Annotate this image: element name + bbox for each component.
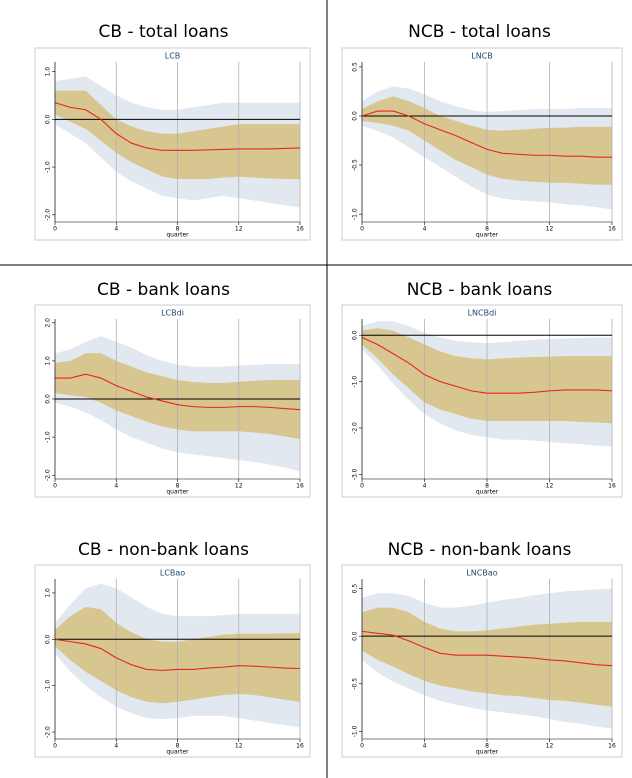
plot: 0 4 8 12 16 1.0 0.0 -1.0 -2.0 quarter [45,62,304,239]
y-tick-label: 0.0 [45,394,52,404]
panel-title: NCB - total loans [408,22,551,42]
chart-subtitle: LNCBao [466,569,497,578]
x-axis-label: quarter [166,232,189,239]
x-tick-label: 0 [360,226,364,233]
chart-subtitle: LCBdi [161,309,184,318]
x-tick-label: 4 [423,226,427,233]
irf-line [361,337,613,394]
y-tick-label: -3.0 [352,468,359,480]
y-tick-label: -1.0 [352,725,359,737]
chart-subtitle: LCBao [160,569,185,578]
y-tick-label: -2.0 [45,469,52,481]
plot: 0 4 8 12 16 0.5 0.0 -0.5 -1.0 quarter [352,62,616,239]
y-tick-label: 1.0 [45,67,52,77]
y-tick-label: 1.0 [45,356,52,366]
y-tick-label: -0.5 [352,159,359,171]
irf-line [361,630,613,667]
x-tick-label: 12 [235,743,243,750]
x-tick-label: 8 [176,743,180,750]
plot: 0 4 8 12 16 2.0 1.0 0.0 -1.0 -2.0 quarter [45,318,304,496]
x-tick-label: 12 [546,743,554,750]
x-tick-label: 16 [608,743,616,750]
y-tick-label: 0.0 [45,114,52,124]
y-tick-label: 0.0 [352,111,359,121]
x-tick-label: 0 [53,226,57,233]
x-tick-label: 8 [176,483,180,490]
x-tick-label: 8 [485,226,489,233]
y-tick-label: 0.0 [45,634,52,644]
irf-line [54,102,301,151]
y-tick-label: -2.0 [45,726,52,738]
panel-title: CB - bank loans [97,280,230,300]
plot: 0 4 8 12 16 1.0 0.0 -1.0 -2.0 quarter [45,579,304,756]
x-tick-label: 12 [235,226,243,233]
plot: 0 4 8 12 16 0.0 -1.0 -2.0 -3.0 quarter [352,319,616,496]
x-axis-label: quarter [476,749,499,756]
x-tick-label: 16 [296,483,304,490]
y-tick-label: -0.5 [352,678,359,690]
x-tick-label: 4 [114,483,118,490]
y-tick-label: -1.0 [352,208,359,220]
y-tick-label: -1.0 [45,161,52,173]
x-tick-label: 16 [608,483,616,490]
x-tick-label: 8 [485,483,489,490]
y-tick-label: -2.0 [352,422,359,434]
x-tick-label: 8 [485,743,489,750]
x-tick-label: 0 [53,483,57,490]
panel-title: NCB - non-bank loans [388,540,572,560]
y-tick-label: 0.0 [352,631,359,641]
irf-line [54,638,301,671]
y-tick-label: -1.0 [45,680,52,692]
y-tick-label: 0.0 [352,330,359,340]
x-tick-label: 12 [546,483,554,490]
x-tick-label: 16 [296,743,304,750]
x-tick-label: 12 [546,226,554,233]
x-tick-label: 8 [176,226,180,233]
panel-title: CB - non-bank loans [78,540,249,560]
x-axis-label: quarter [166,749,189,756]
plot: 0 4 8 12 16 0.5 0.0 -0.5 -1.0 quarter [352,579,616,756]
y-tick-label: -1.0 [352,376,359,388]
x-axis-label: quarter [166,489,189,496]
panel-title: CB - total loans [99,22,229,42]
x-tick-label: 4 [423,743,427,750]
y-tick-label: -1.0 [45,431,52,443]
y-tick-label: 2.0 [45,318,52,328]
x-tick-label: 4 [114,226,118,233]
chart-subtitle: LNCB [471,52,493,61]
irf-line [55,373,301,411]
y-tick-label: 0.5 [352,584,359,594]
x-tick-label: 4 [114,743,118,750]
y-tick-label: 1.0 [45,588,52,598]
chart-subtitle: LCB [165,52,181,61]
x-tick-label: 0 [360,743,364,750]
y-tick-label: -2.0 [45,209,52,221]
x-tick-label: 4 [423,483,427,490]
x-axis-label: quarter [476,489,499,496]
x-tick-label: 16 [296,226,304,233]
y-tick-label: 0.5 [352,62,359,72]
x-tick-label: 12 [235,483,243,490]
x-axis-label: quarter [476,232,499,239]
irf-line [361,110,612,158]
panel-title: NCB - bank loans [407,280,553,300]
x-tick-label: 16 [608,226,616,233]
x-tick-label: 0 [53,743,57,750]
x-tick-label: 0 [360,483,364,490]
chart-subtitle: LNCBdi [468,309,497,318]
